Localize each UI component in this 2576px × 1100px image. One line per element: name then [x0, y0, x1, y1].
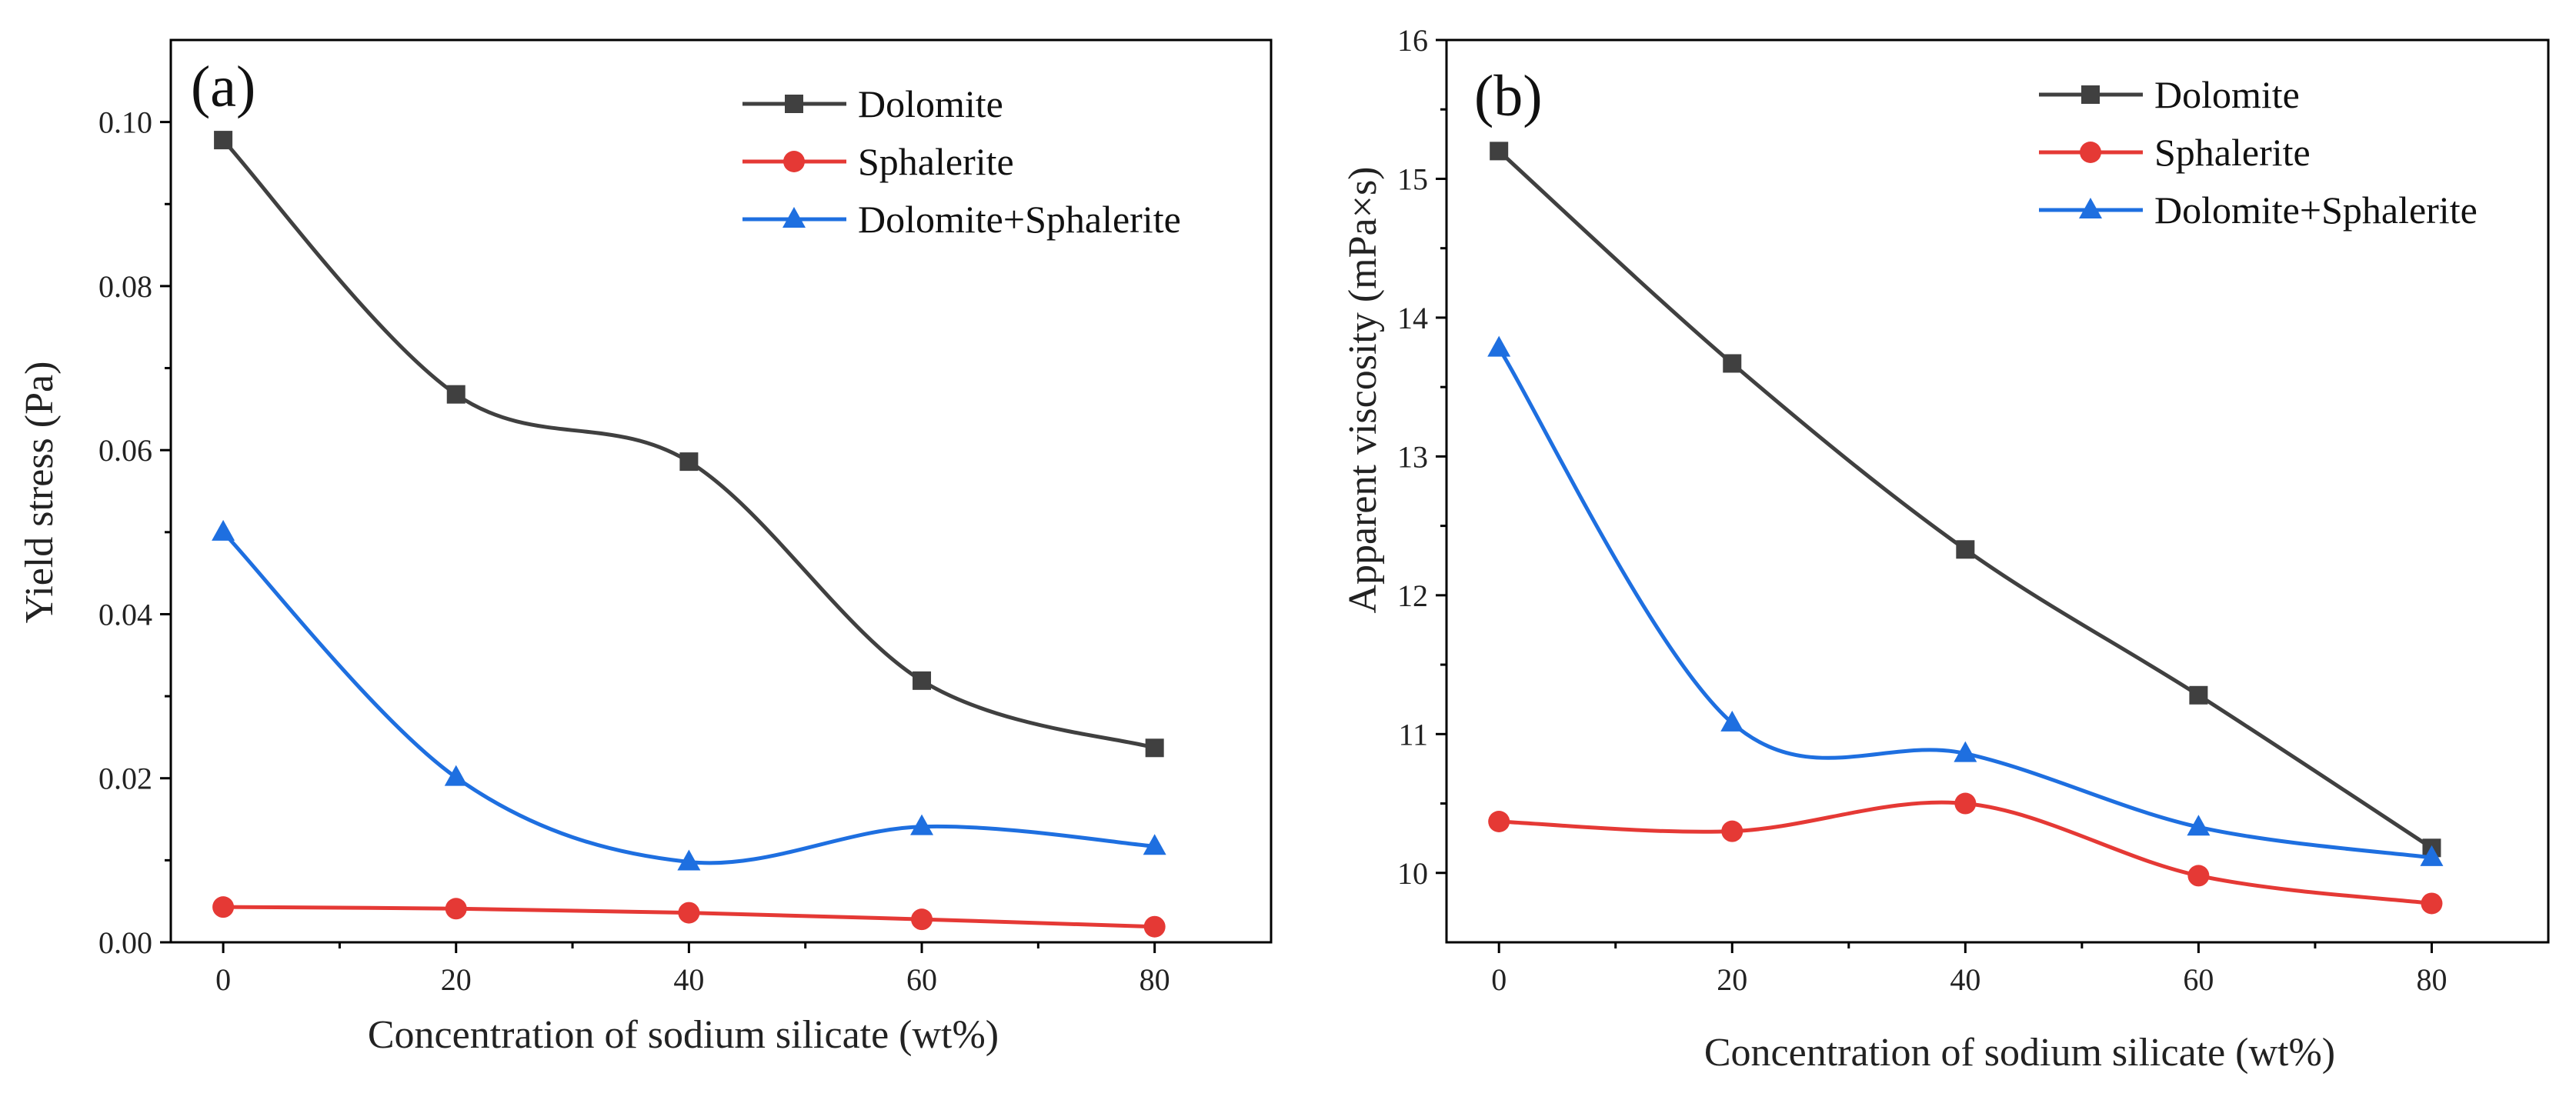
legend: Dolomite Sphalerite Dolomite+Sphalerite: [2039, 73, 2478, 232]
series-dolomite-sphalerite: [1487, 335, 2444, 866]
legend-marker: [783, 151, 805, 172]
plot-frame: [1445, 38, 2550, 944]
x-tick-label: 40: [1950, 962, 1980, 997]
x-tick-label: 40: [673, 962, 704, 997]
data-point: [214, 131, 233, 150]
data-point: [1723, 354, 1742, 373]
data-point: [1143, 915, 1166, 938]
series-dolomite: [1490, 142, 2441, 858]
data-point: [911, 908, 933, 931]
series-sphalerite: [212, 896, 1166, 938]
x-axis-title: Concentration of sodium silicate (wt%): [1704, 1031, 2335, 1075]
data-point: [446, 385, 465, 404]
series-line: [1497, 347, 2432, 860]
y-tick-label: 14: [1397, 301, 1428, 335]
series-sphalerite: [1488, 792, 2443, 915]
legend-label: Dolomite+Sphalerite: [2154, 188, 2478, 232]
data-point: [678, 902, 700, 924]
x-tick-label: 60: [2183, 962, 2214, 997]
data-point: [1490, 142, 1509, 161]
y-tick-label: 0.08: [98, 269, 152, 304]
series-line: [222, 531, 1155, 865]
y-tick-label: 16: [1397, 23, 1428, 58]
data-point: [913, 671, 932, 690]
plot-frame: [169, 38, 1273, 944]
data-point: [2189, 685, 2208, 705]
data-point: [1145, 738, 1164, 758]
data-point: [212, 896, 235, 918]
y-axis-title: Apparent viscosity (mPa×s): [1341, 166, 1385, 613]
data-point: [910, 814, 934, 835]
chart-panel-b: 0 20 40 60 80 10 11 12 13 14 15 16 Concentration of …: [1341, 23, 2550, 1075]
data-point: [1954, 741, 1977, 762]
legend-label: Sphalerite: [2154, 131, 2311, 174]
panel-label: (b): [1474, 64, 1543, 128]
data-point: [677, 849, 701, 871]
x-tick-label: 20: [1717, 962, 1747, 997]
data-point: [1954, 792, 1977, 815]
series-line: [1499, 800, 2432, 905]
data-point: [1143, 834, 1166, 855]
x-axis-title: Concentration of sodium silicate (wt%): [368, 1013, 999, 1057]
data-point: [1488, 810, 1510, 832]
legend-label: Dolomite+Sphalerite: [858, 198, 1181, 241]
data-point: [2421, 892, 2443, 915]
x-tick-label: 80: [1140, 962, 1170, 997]
y-tick-label: 0.10: [98, 105, 152, 140]
data-point: [1487, 335, 1511, 357]
data-point: [2187, 865, 2210, 887]
chart-panel-a: 0 20 40 60 80 0.00 0.02 0.04 0.06 0.08 0.10 Concent…: [18, 38, 1273, 1057]
series-dolomite: [214, 131, 1164, 758]
data-point: [1956, 540, 1975, 559]
legend-label: Dolomite: [2154, 73, 2300, 116]
legend: Dolomite Sphalerite Dolomite+Sphalerite: [742, 82, 1181, 241]
data-point: [2187, 815, 2211, 836]
legend-marker: [2081, 85, 2100, 104]
y-tick-label: 10: [1397, 856, 1428, 891]
x-tick-label: 60: [906, 962, 937, 997]
legend-label: Dolomite: [858, 82, 1003, 125]
x-tick-label: 80: [2416, 962, 2447, 997]
y-axis-title: Yield stress (Pa): [18, 362, 62, 624]
y-tick-label: 11: [1398, 717, 1428, 752]
data-point: [2420, 845, 2444, 866]
data-point: [1720, 710, 1744, 732]
x-tick-label: 0: [1491, 962, 1507, 997]
legend-marker: [785, 95, 803, 113]
data-point: [444, 765, 468, 786]
legend-marker: [2079, 198, 2102, 218]
y-tick-label: 0.00: [98, 925, 152, 960]
y-tick-label: 12: [1397, 578, 1428, 613]
data-point: [445, 898, 467, 920]
legend-marker: [782, 207, 806, 228]
data-point: [1721, 820, 1743, 842]
y-tick-label: 15: [1397, 162, 1428, 196]
y-tick-label: 0.06: [98, 433, 152, 468]
legend-marker: [2080, 142, 2101, 163]
data-point: [679, 452, 699, 472]
y-tick-label: 13: [1397, 439, 1428, 474]
legend-label: Sphalerite: [858, 140, 1014, 183]
y-tick-label: 0.02: [98, 762, 152, 796]
panel-label: (a): [191, 55, 255, 119]
y-tick-label: 0.04: [98, 597, 152, 632]
data-point: [212, 519, 235, 541]
x-tick-label: 0: [215, 962, 231, 997]
x-tick-label: 20: [441, 962, 472, 997]
series-dolomite-sphalerite: [212, 519, 1166, 871]
